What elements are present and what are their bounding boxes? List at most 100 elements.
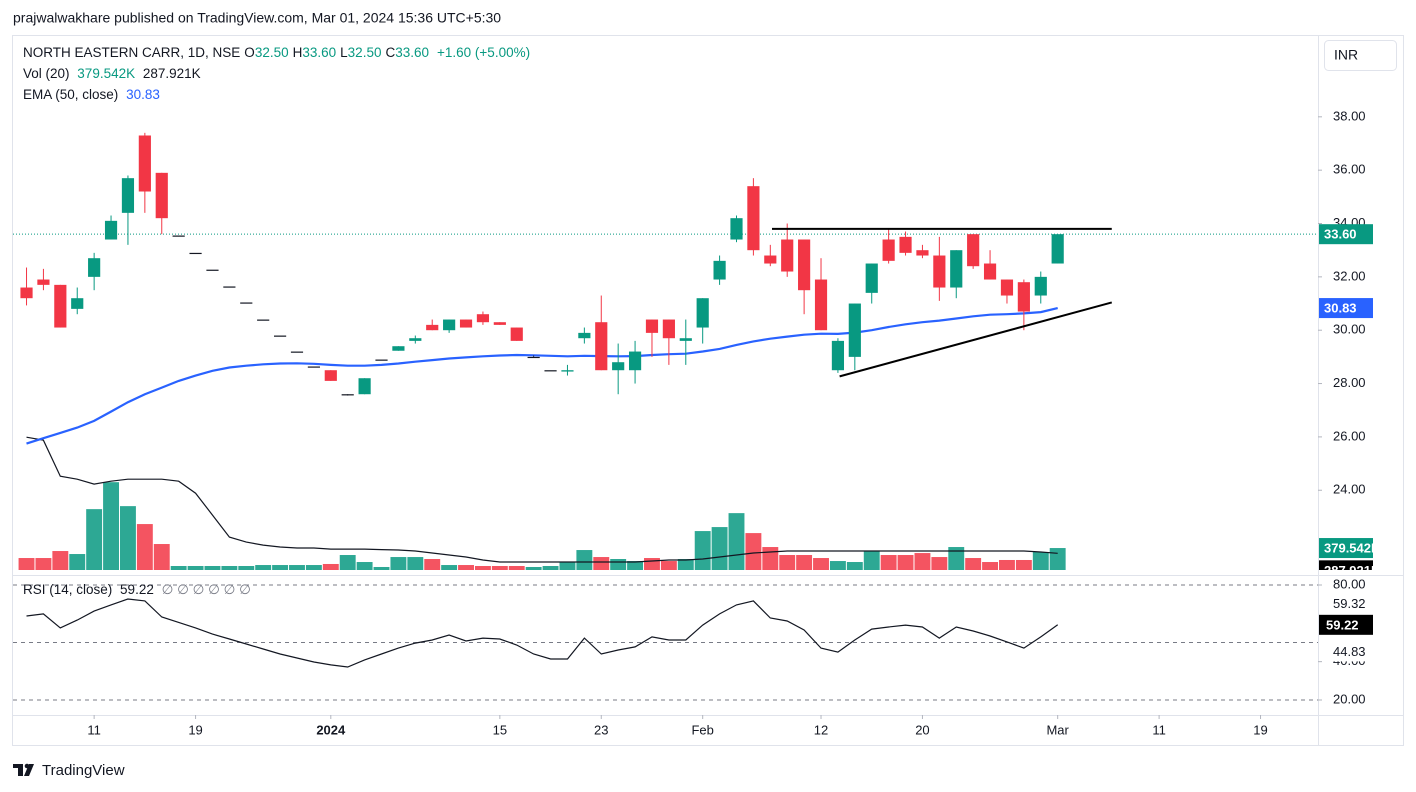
x-tick-label: 19: [1253, 722, 1267, 737]
candle-body: [595, 322, 608, 371]
candle-body: [307, 366, 320, 368]
volume-bar: [779, 555, 796, 570]
volume-bar: [204, 566, 221, 570]
candle-body: [662, 319, 675, 339]
volume-bar: [610, 559, 627, 570]
ohlc-value: 32.50: [254, 45, 289, 60]
x-tick-label: 12: [814, 722, 828, 737]
volume-bar: [576, 550, 593, 570]
ema-line: [26, 307, 1058, 445]
candle-body: [1000, 279, 1014, 296]
rsi-line: [26, 598, 1059, 668]
rsi-na: ∅ ∅ ∅ ∅ ∅ ∅: [161, 582, 251, 597]
candle-body: [206, 269, 219, 271]
volume-bar: [914, 553, 931, 570]
y-tick-label: 30.00: [1333, 322, 1366, 337]
rsi-label-box: [1319, 614, 1373, 635]
volume-bar: [948, 547, 965, 570]
candle-body: [544, 370, 557, 372]
candle-body: [983, 263, 997, 280]
x-tick-label: 11: [1152, 722, 1166, 737]
rsi-tick-label: 80.00: [1333, 576, 1366, 591]
volume-bar: [305, 565, 322, 570]
candle-body: [392, 346, 405, 351]
legend-rsi: RSI (14, close) 59.22 ∅ ∅ ∅ ∅ ∅ ∅: [23, 582, 255, 598]
publisher: prajwalwakhare published on TradingView.…: [13, 10, 501, 26]
volume-bar: [170, 566, 187, 570]
candle-body: [155, 172, 168, 219]
candle-body: [274, 335, 287, 337]
candle-body: [104, 220, 118, 240]
candle-body: [899, 236, 912, 253]
x-tick-label: 15: [493, 722, 507, 737]
ohlc-value: 32.50: [347, 45, 382, 60]
candle-body: [510, 327, 523, 341]
candle-body: [493, 322, 506, 325]
volume-ma: [26, 436, 1058, 563]
price-label: 287.921K: [1324, 563, 1381, 578]
volume-bar: [677, 559, 694, 570]
volume-bar: [728, 513, 745, 570]
volume-bar: [187, 566, 204, 570]
candle-body: [645, 319, 659, 333]
ema-name: EMA (50, close): [23, 87, 119, 102]
candle-body: [747, 186, 760, 251]
ohlc-label: O: [244, 45, 255, 60]
candle-body: [375, 359, 388, 361]
volume-bar: [593, 557, 610, 570]
volume-bar: [153, 544, 170, 570]
volume-bar: [136, 524, 153, 570]
candle-body: [612, 362, 625, 371]
volume-bar: [103, 482, 119, 570]
candle-body: [88, 258, 101, 277]
y-tick-label: 32.00: [1333, 268, 1366, 283]
candle-body: [527, 356, 540, 359]
volume-bar: [356, 562, 373, 570]
candle-body: [54, 284, 67, 328]
rsi-value: 59.22: [120, 582, 154, 597]
candle-body: [476, 314, 490, 323]
volume-bar: [491, 566, 508, 570]
candle-body: [679, 338, 692, 341]
price-pane: [13, 132, 1318, 570]
ohlc-value: 33.60: [302, 45, 337, 60]
volume-bar: [644, 558, 660, 570]
rsi-label: 59.22: [1326, 617, 1359, 632]
price-label-box: [1319, 560, 1373, 570]
y-tick-label: 26.00: [1333, 428, 1366, 443]
y-tick-label: 28.00: [1333, 375, 1366, 390]
price-label-box: [1319, 224, 1373, 245]
volume-bar: [846, 562, 863, 570]
volume-bar: [221, 566, 238, 570]
candle-body: [764, 255, 777, 264]
candle-body: [20, 287, 33, 299]
candle-body: [781, 239, 794, 272]
volume-bar: [982, 562, 999, 570]
ohlc-label: H: [292, 45, 303, 60]
candle-body: [1034, 276, 1047, 296]
candle-body: [713, 260, 726, 280]
candle-body: [409, 338, 422, 341]
currency-button[interactable]: [1324, 40, 1397, 71]
legend-volume: Vol (20) 379.542K 287.921K: [23, 66, 205, 81]
volume-bar: [255, 565, 272, 570]
volume-bar: [1015, 559, 1032, 570]
candle-body: [71, 298, 84, 309]
volume-bar: [238, 566, 255, 570]
candle-body: [189, 252, 202, 255]
volume-bar: [542, 566, 559, 570]
volume-bar: [119, 506, 136, 570]
axis-labels: 33.60 30.83 379.542K 287.921K: [1319, 224, 1381, 578]
candle-body: [848, 303, 861, 357]
y-tick-label: 38.00: [1333, 108, 1366, 123]
ema-value: 30.83: [126, 87, 160, 102]
volume-bar: [660, 561, 677, 570]
x-tick-label: 19: [188, 722, 202, 737]
volume-bar: [272, 565, 289, 570]
volume-bar: [52, 551, 69, 570]
volume-bar: [863, 551, 880, 570]
volume-bar: [86, 509, 103, 570]
rsi-level-box: [1326, 643, 1374, 662]
candle-body: [696, 298, 709, 328]
